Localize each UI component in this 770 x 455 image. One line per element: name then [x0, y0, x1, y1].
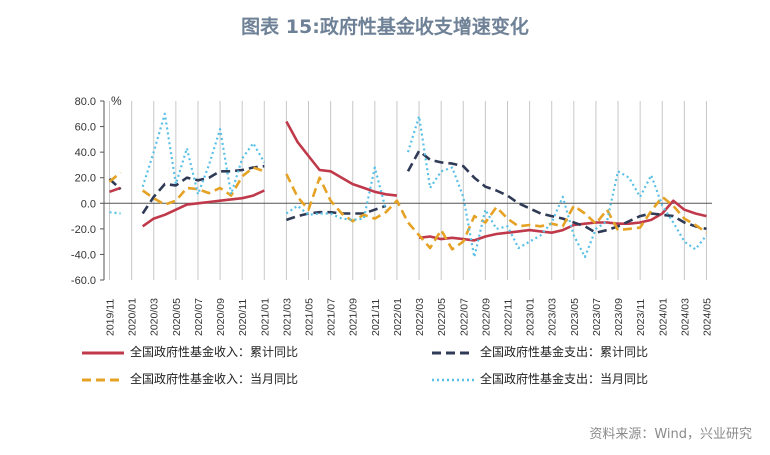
x-tick-label: 2021/01	[259, 298, 271, 336]
x-tick-label: 2024/05	[701, 298, 713, 336]
series-line-1	[109, 120, 707, 242]
series-line-2	[108, 149, 707, 234]
x-tick-label: 2024/03	[679, 298, 691, 336]
legend-swatch-1	[82, 351, 124, 354]
legend-label-3: 全国政府性基金收入：当月同比	[130, 372, 299, 386]
y-unit-label: %	[111, 94, 122, 108]
y-tick-label: -40.0	[71, 249, 96, 261]
y-tick-label: 60.0	[75, 122, 96, 134]
legend-item-4: 全国政府性基金支出：当月同比	[430, 370, 648, 387]
x-tick-label: 2024/01	[657, 298, 669, 336]
x-tick-label: 2022/07	[458, 298, 470, 336]
x-tick-label: 2020/07	[193, 298, 205, 336]
x-tick-label: 2023/01	[525, 298, 537, 336]
series-lines	[108, 112, 708, 259]
x-tick-label: 2020/11	[237, 299, 249, 336]
source-note: 资料来源：Wind，兴业研究	[589, 427, 752, 442]
y-tick-label: -60.0	[71, 275, 96, 287]
legend-label-1: 全国政府性基金收入：累计同比	[130, 345, 299, 359]
y-tick-label: 80.0	[75, 96, 96, 108]
legend-item-2: 全国政府性基金支出：累计同比	[430, 343, 648, 360]
x-tick-label: 2023/03	[547, 298, 559, 336]
x-tick-label: 2022/05	[436, 298, 448, 336]
x-tick-label: 2023/05	[569, 298, 581, 336]
legend-swatch-3	[82, 378, 124, 381]
axes	[100, 100, 712, 281]
x-tick-label: 2020/03	[149, 298, 161, 336]
x-tick-label: 2023/07	[591, 298, 603, 336]
y-tick-labels: 80.0 60.0 40.0 20.0 0.0 -20.0 -40.0 -60.0	[71, 96, 96, 287]
x-tick-label: 2022/03	[414, 298, 426, 336]
x-gridlines	[109, 101, 707, 280]
x-tick-label: 2023/11	[635, 299, 647, 336]
y-tick-label: 0.0	[81, 198, 96, 210]
x-tick-label: 2019/11	[105, 299, 117, 336]
x-tick-label: 2020/01	[127, 298, 139, 336]
legend-item-3: 全国政府性基金收入：当月同比	[80, 370, 298, 387]
x-tick-label: 2020/05	[171, 298, 183, 336]
legend-label-4: 全国政府性基金支出：当月同比	[480, 372, 649, 386]
x-tick-label: 2022/11	[502, 299, 514, 336]
legend-swatch-4	[432, 378, 474, 381]
x-tick-label: 2022/01	[392, 298, 404, 336]
x-tick-labels: 2019/11 2020/01 2020/03 2020/05 2020/07 2020/…	[105, 298, 714, 336]
x-tick-label: 2023/09	[613, 298, 625, 336]
legend-swatch-2	[432, 351, 474, 354]
x-tick-label: 2021/05	[304, 298, 316, 336]
chart-title: 图表 15:政府性基金收支增速变化	[241, 16, 529, 38]
legend-label-2: 全国政府性基金支出：累计同比	[480, 345, 649, 359]
y-tick-label: 20.0	[75, 173, 96, 185]
series-line-4	[109, 112, 708, 259]
x-tick-label: 2021/11	[370, 299, 382, 336]
series-line-3	[108, 166, 708, 251]
x-tick-label: 2021/09	[348, 298, 360, 336]
x-tick-label: 2021/03	[281, 298, 293, 336]
x-tick-label: 2022/09	[480, 298, 492, 336]
legend-item-1: 全国政府性基金收入：累计同比	[80, 343, 298, 360]
y-tick-label: 40.0	[75, 147, 96, 159]
y-tick-label: -20.0	[71, 224, 96, 236]
x-tick-label: 2020/09	[215, 298, 227, 336]
x-tick-label: 2021/07	[326, 298, 338, 336]
